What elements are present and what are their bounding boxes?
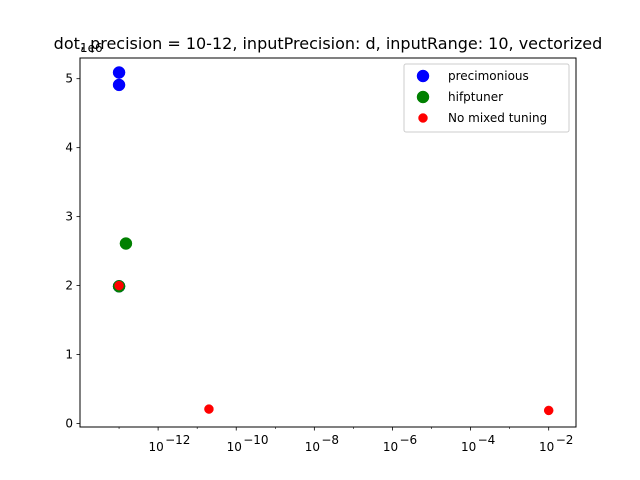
data-point	[112, 78, 126, 92]
x-tick-label: 10	[383, 440, 398, 454]
y-tick-label: 5	[65, 72, 73, 86]
x-tick-label: 10	[227, 440, 242, 454]
x-tick-exponent: −4	[478, 433, 496, 447]
x-tick-exponent: −6	[399, 433, 417, 447]
x-tick-exponent: −12	[165, 433, 190, 447]
legend-marker	[418, 113, 428, 123]
y-tick-label: 1	[65, 348, 73, 362]
legend-marker	[416, 69, 430, 83]
y-tick-label: 2	[65, 279, 73, 293]
x-tick-exponent: −2	[556, 433, 574, 447]
legend-label: No mixed tuning	[448, 111, 547, 125]
data-points	[112, 66, 554, 416]
plot-frame	[79, 57, 577, 428]
y-tick-label: 4	[65, 141, 73, 155]
x-tick-label: 10	[461, 440, 476, 454]
data-point	[543, 405, 554, 416]
x-tick-label: 10	[305, 440, 320, 454]
x-tick-label: 10	[539, 440, 554, 454]
data-point	[204, 404, 214, 414]
legend-box	[403, 63, 570, 133]
legend-marker	[416, 90, 430, 104]
x-tick-label: 10	[148, 440, 163, 454]
legend-label: precimonious	[448, 69, 529, 83]
data-point	[112, 66, 126, 79]
x-tick-exponent: −8	[321, 433, 339, 447]
data-point	[119, 237, 133, 250]
legend-label: hifptuner	[448, 90, 503, 104]
chart-title: dot, precision = 10-12, inputPrecision: …	[54, 34, 603, 53]
legend: precimonious hifptuner No mixed tuning	[403, 63, 570, 133]
data-point	[114, 280, 124, 291]
y-offset-label: 1e6	[80, 41, 103, 55]
y-tick-label: 3	[65, 210, 73, 224]
y-tick-label: 0	[65, 417, 73, 431]
x-tick-exponent: −10	[243, 433, 268, 447]
